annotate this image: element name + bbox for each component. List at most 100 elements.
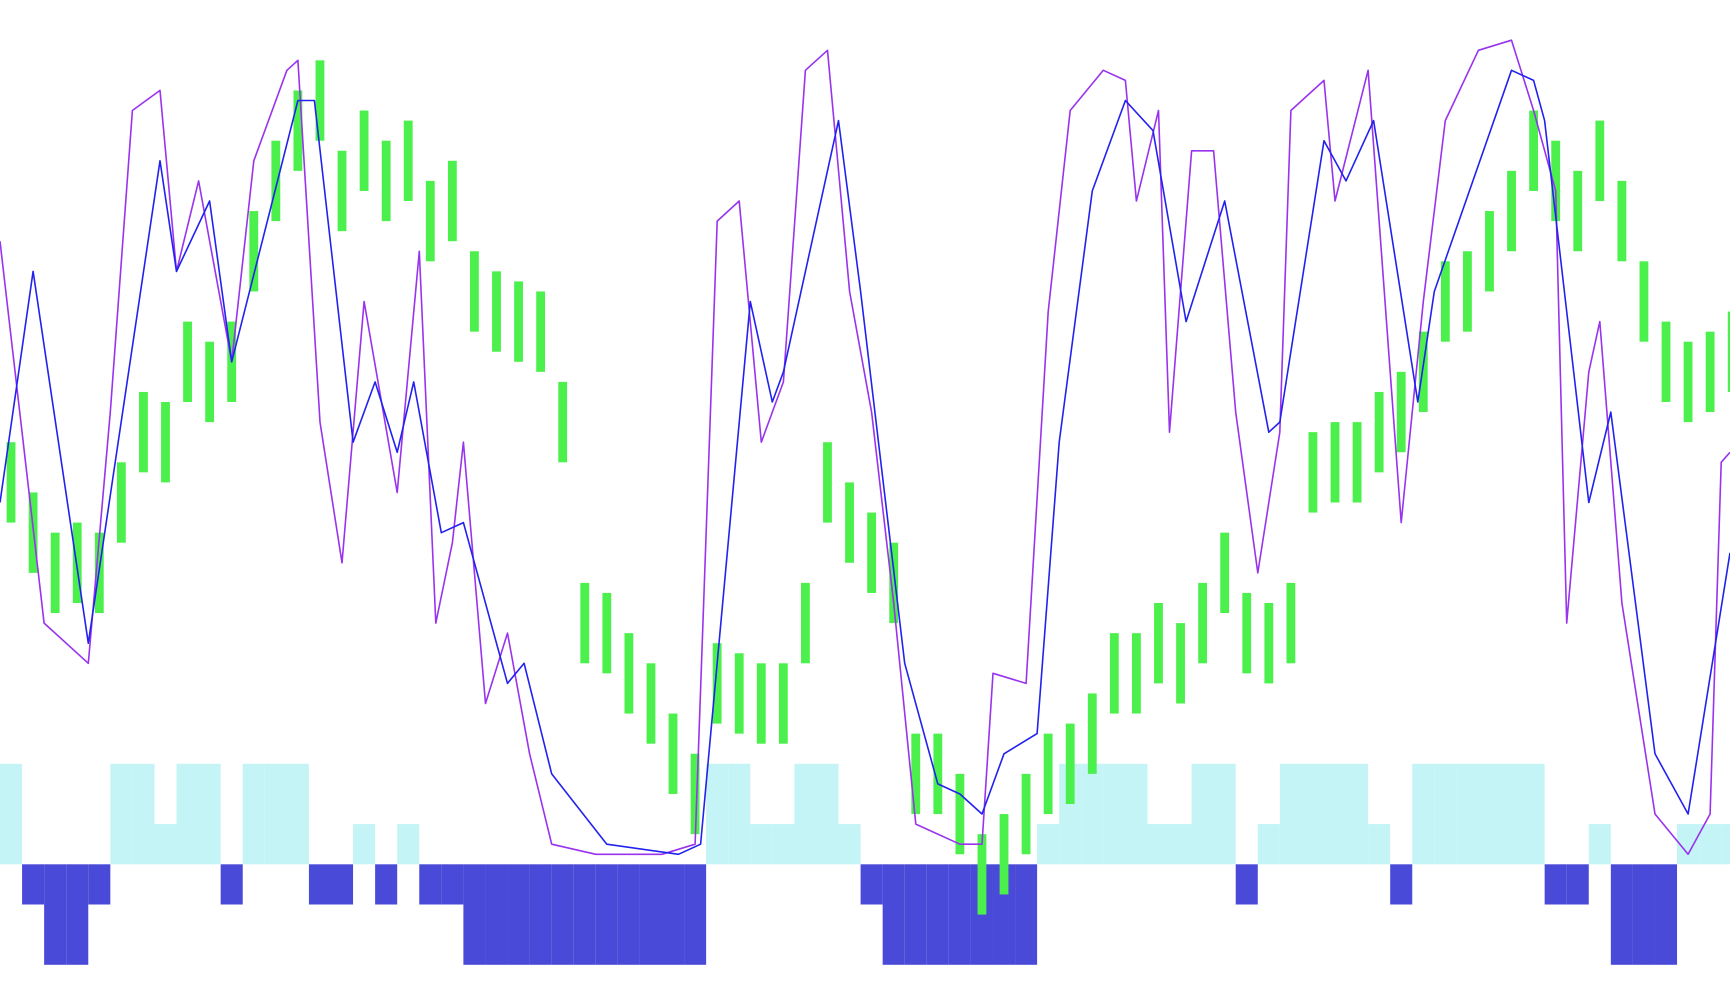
range-bar (1308, 432, 1318, 513)
histogram-bar (397, 824, 420, 865)
range-bar (161, 402, 170, 483)
range-bar (293, 90, 303, 171)
range-bar (801, 582, 810, 664)
range-bar (1021, 773, 1031, 855)
range-bar (624, 633, 634, 714)
range-bar (315, 60, 325, 141)
range-bar (690, 753, 700, 835)
histogram-bar (286, 763, 309, 865)
histogram-bar (1632, 864, 1655, 965)
histogram-bar (198, 763, 221, 865)
histogram-bar (573, 864, 596, 965)
range-bar (1220, 532, 1230, 614)
histogram-bar (463, 864, 486, 965)
histogram-bar (220, 864, 243, 905)
histogram-bar (838, 824, 861, 865)
histogram-bar (1015, 864, 1038, 965)
histogram-bar (1125, 763, 1148, 865)
histogram-bar (1059, 763, 1082, 865)
range-bar (337, 150, 347, 232)
range-bar (1132, 633, 1141, 714)
histogram-bar (1456, 763, 1479, 865)
histogram-bar (419, 864, 442, 905)
range-bar (1374, 391, 1384, 473)
histogram-bar (88, 864, 111, 905)
range-bar (470, 251, 479, 332)
range-bar (911, 733, 921, 815)
range-bar (1396, 371, 1406, 453)
range-bar (867, 512, 877, 593)
histogram-bar (1610, 864, 1633, 965)
range-bar (447, 160, 457, 242)
histogram-bar (308, 864, 331, 905)
histogram-bar (176, 763, 199, 865)
histogram-bar (1346, 763, 1369, 865)
range-bar (1529, 110, 1539, 191)
histogram-bar (1213, 763, 1236, 865)
range-bar (271, 140, 281, 222)
range-bar (580, 582, 590, 664)
histogram-bar (1147, 824, 1170, 865)
range-bar (756, 663, 766, 744)
histogram-bar (1323, 763, 1347, 865)
histogram-bar (772, 824, 795, 865)
range-bar (1727, 311, 1730, 392)
range-bar (359, 110, 369, 191)
histogram-bar (1279, 763, 1302, 865)
range-bar (602, 592, 612, 674)
range-bar (536, 291, 546, 372)
range-bar (514, 281, 523, 362)
histogram-bar (132, 763, 155, 865)
range-bar (1462, 251, 1472, 332)
histogram-bar (1257, 824, 1280, 865)
histogram-bar (860, 864, 883, 905)
histogram-bar (816, 763, 839, 865)
histogram-bar (904, 864, 927, 965)
range-bar (425, 180, 435, 262)
range-bar (1440, 261, 1450, 342)
range-bar (1264, 603, 1274, 684)
histogram-bar (551, 864, 574, 965)
range-bar (249, 211, 259, 292)
histogram-bar (242, 763, 265, 865)
range-bar (558, 381, 568, 463)
range-bar (492, 271, 501, 352)
histogram-bar (1721, 824, 1730, 865)
histogram-bar (1677, 824, 1700, 865)
range-bar (1330, 422, 1340, 503)
histogram-bar (1654, 864, 1678, 965)
histogram-bar (750, 824, 773, 865)
histogram-bar (1235, 864, 1258, 905)
range-bar (1683, 341, 1693, 423)
range-bar (1551, 140, 1561, 222)
histogram-bar (507, 864, 530, 965)
histogram-bar (375, 864, 398, 905)
range-bar (1242, 592, 1252, 674)
histogram-bar (1103, 763, 1126, 865)
histogram-bar (154, 824, 177, 865)
range-bar (72, 522, 82, 603)
histogram-bar (1566, 864, 1589, 905)
range-bar (1065, 723, 1075, 804)
range-bar (1043, 733, 1053, 815)
histogram-bar (1169, 824, 1192, 865)
histogram-bar (1390, 864, 1413, 905)
range-bar (381, 140, 391, 222)
range-bar (889, 542, 899, 624)
range-bar (1087, 693, 1097, 774)
range-bar (116, 462, 126, 543)
histogram-bar (330, 864, 354, 905)
range-bar (1176, 623, 1185, 704)
histogram-bar (794, 763, 817, 865)
range-bar (50, 532, 60, 614)
histogram-bar (617, 864, 640, 965)
histogram-bar (22, 864, 45, 905)
histogram-bar (529, 864, 552, 965)
histogram-bar (661, 864, 685, 965)
histogram-bar (1037, 824, 1060, 865)
histogram-bar (992, 864, 1016, 965)
histogram-bar (0, 763, 23, 865)
histogram-bar (1699, 824, 1722, 865)
